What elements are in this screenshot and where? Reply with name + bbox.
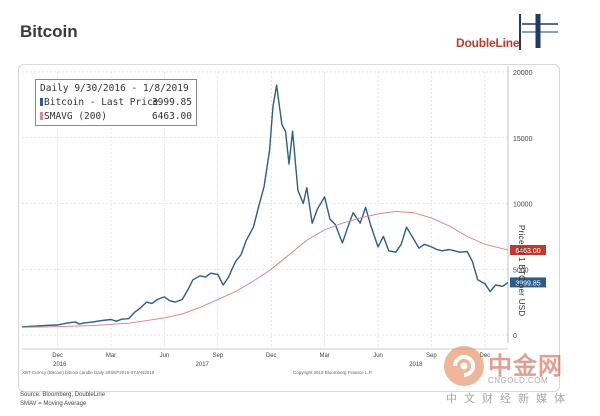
y-tick-label: 5000 xyxy=(513,267,529,274)
chart-frame xyxy=(18,64,560,392)
last-price-tag: 3999.85 xyxy=(515,280,540,287)
bloomberg-footer-mid: Copyright 2019 Bloomberg Finance L.P. xyxy=(293,370,373,375)
watermark-cn: 中金网 xyxy=(488,353,563,380)
legend-row-sma: SMAVG (200) 6463.00 xyxy=(40,110,192,124)
x-tick-label: Jun xyxy=(160,353,170,359)
sma-value-tag-bg xyxy=(510,245,546,256)
x-tick-label: Dec xyxy=(52,353,63,359)
x-year-label: 2016 xyxy=(53,362,67,368)
y-tick-label: 15000 xyxy=(513,136,533,143)
x-tick-label: Mar xyxy=(106,353,116,359)
x-year-label: 2018 xyxy=(409,362,423,368)
cngold-watermark: 中金网 CNGOLD.COM 中文财经新媒体 xyxy=(440,340,600,416)
sma200-line xyxy=(21,210,509,328)
sma-value-tag: 6463.00 xyxy=(515,248,540,255)
x-tick-label: Dec xyxy=(266,353,277,359)
legend-header: Daily 9/30/2016 - 1/8/2019 xyxy=(40,83,189,94)
x-year-label: 2017 xyxy=(196,362,210,368)
source-line-2: SMAV = Moving Average xyxy=(20,401,87,407)
last-price-tag-bg xyxy=(510,277,546,288)
x-tick-label: Mar xyxy=(319,353,329,359)
btc-swatch-icon xyxy=(40,98,43,106)
bitcoin-price-line xyxy=(21,84,509,328)
legend-sma-value: 6463.00 xyxy=(151,111,192,122)
legend-btc-label: Bitcoin - Last Price xyxy=(44,97,159,108)
bloomberg-footer-left: XBT Curncy (Bitcoin) bitcoin candle Dail… xyxy=(22,370,155,375)
y-tick-label: 10000 xyxy=(513,202,533,209)
y-axis-label: Price of 1 BTC per USD xyxy=(517,225,526,317)
legend-row-btc: Bitcoin - Last Price 3999.85 xyxy=(40,96,192,110)
x-tick-label: Sep xyxy=(212,353,223,359)
x-tick-label: Jun xyxy=(373,353,383,359)
doubleline-logo: DoubleLine xyxy=(450,14,560,62)
x-tick-label: Dec xyxy=(480,353,491,359)
legend-btc-value: 3999.85 xyxy=(151,97,192,108)
y-tick-label: 20000 xyxy=(513,70,533,77)
chart-legend: Daily 9/30/2016 - 1/8/2019 Bitcoin - Las… xyxy=(35,79,197,126)
source-line-1: Source: Bloomberg, DoubleLine xyxy=(20,392,106,398)
legend-sma-label: SMAVG (200) xyxy=(44,111,107,122)
x-tick-label: Sep xyxy=(426,353,437,359)
watermark-subtitle: 中文财经新媒体 xyxy=(446,393,572,405)
logo-mark-icon xyxy=(519,14,558,50)
logo-text: DoubleLine xyxy=(456,36,520,50)
cngold-logo-icon xyxy=(444,346,484,386)
y-tick-label: 0 xyxy=(513,333,517,340)
sma-swatch-icon xyxy=(40,112,43,120)
watermark-url: CNGOLD.COM xyxy=(488,376,549,385)
source-note: Source: Bloomberg, DoubleLine SMAV = Mov… xyxy=(20,391,105,409)
page-title: Bitcoin xyxy=(20,22,78,41)
